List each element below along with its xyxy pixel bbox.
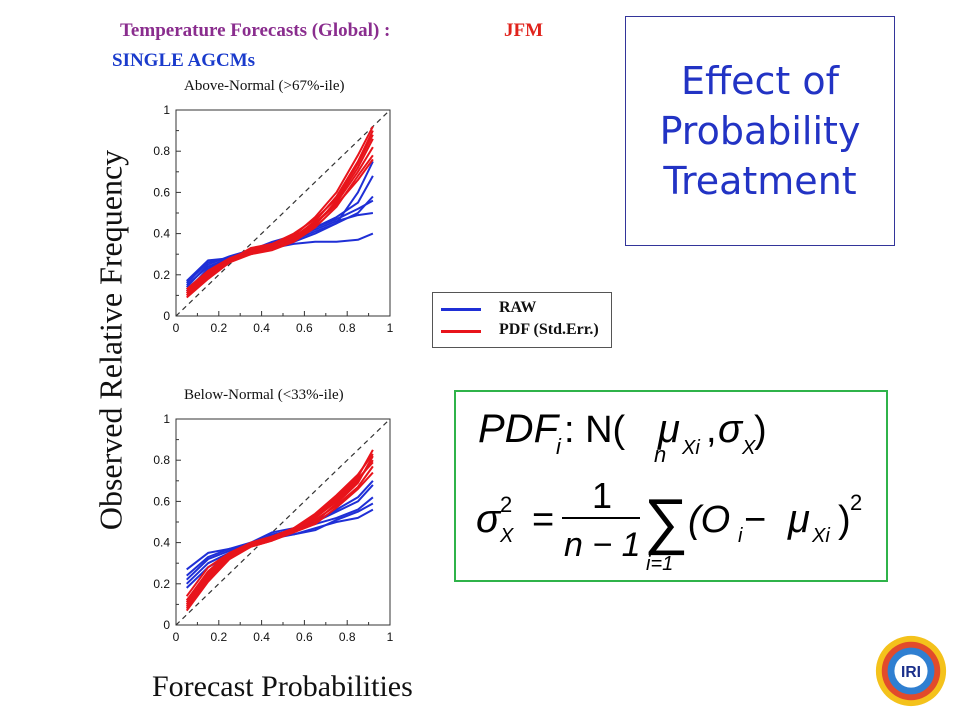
logo-center	[894, 654, 928, 688]
x-tick-label: 1	[387, 321, 394, 335]
series-line-pdf	[186, 158, 374, 297]
formula-colon-n: : N(	[564, 409, 626, 451]
formula-mu: μ	[657, 407, 680, 451]
effect-line-3: Treatment	[663, 159, 857, 203]
formula-pdf: PDF	[478, 407, 561, 451]
chart-below-normal: Below-Normal (<33%-ile) 0 0.2 0.4 0.6 0.8 1 0 0.…	[153, 387, 394, 644]
formula-sum-top: n	[654, 442, 666, 467]
chart-legend: RAW PDF (Std.Err.)	[432, 292, 612, 348]
legend-swatch-raw	[441, 308, 481, 311]
formula-den: n − 1	[564, 526, 641, 564]
formula-sub-i: i	[556, 434, 562, 459]
x-tick-label: 0.8	[339, 321, 356, 335]
effect-callout-box: Effect of Probability Treatment	[625, 16, 895, 246]
x-axis-label: Forecast Probabilities	[152, 670, 413, 703]
x-tick-label: 0.8	[339, 630, 356, 644]
figure-subtitle: SINGLE AGCMs	[112, 50, 256, 71]
series-line-pdf	[185, 453, 374, 603]
x-tick-label: 0.2	[210, 630, 227, 644]
formula-svg: PDF i : N( μ Xi , σ X ) σ 2 X = 1 n − 1 …	[476, 407, 862, 575]
series-line-pdf	[186, 134, 374, 295]
chart-above-normal: Above-Normal (>67%-ile) 0 0.2 0.4 0.6 0.8 1 0 0.…	[153, 78, 394, 335]
perfect-reliability-diagonal	[175, 109, 391, 317]
formula-sub-x2: X	[499, 525, 514, 547]
effect-line-1: Effect of	[680, 59, 840, 103]
y-tick-label: 0	[163, 309, 170, 323]
formula-num: 1	[592, 475, 612, 516]
x-tick-label: 0	[173, 321, 180, 335]
x-tick-label: 0.6	[296, 321, 313, 335]
logo-text: IRI	[901, 664, 921, 681]
y-tick-label: 0.4	[153, 227, 170, 241]
x-tick-label: 0.4	[253, 321, 270, 335]
legend-label-raw: RAW	[499, 299, 537, 316]
formula-minus: −	[744, 499, 766, 541]
chart-title: Above-Normal (>67%-ile)	[184, 78, 345, 94]
series-line-pdf	[185, 461, 374, 597]
y-axis-label: Observed Relative Frequency	[92, 149, 129, 531]
formula-mu2: μ	[787, 497, 810, 541]
formula-term-close: )	[838, 499, 851, 541]
figure-title: Temperature Forecasts (Global) :	[120, 20, 391, 41]
effect-line-2: Probability	[659, 109, 861, 153]
y-tick-label: 0.2	[153, 268, 170, 282]
formula-sq2: 2	[850, 490, 862, 515]
series-line-pdf	[185, 449, 374, 605]
iri-logo: IRI	[875, 635, 947, 707]
y-tick-label: 0.8	[153, 144, 170, 158]
series-line-raw	[186, 212, 374, 290]
y-tick-label: 0.6	[153, 185, 170, 199]
formula-box: PDF i : N( μ Xi , σ X ) σ 2 X = 1 n − 1 …	[454, 390, 888, 582]
x-tick-label: 0.4	[253, 630, 270, 644]
formula-sum-bot: i=1	[646, 553, 673, 575]
y-tick-label: 0.8	[153, 453, 170, 467]
legend-label-pdf: PDF (Std.Err.)	[499, 321, 599, 338]
y-tick-label: 0.6	[153, 494, 170, 508]
formula-term-o: (O	[688, 499, 730, 541]
x-tick-label: 0	[173, 630, 180, 644]
chart-title: Below-Normal (<33%-ile)	[184, 387, 344, 403]
y-tick-label: 0.4	[153, 536, 170, 550]
y-tick-label: 1	[163, 103, 170, 117]
formula-sub-xi: Xi	[681, 437, 700, 459]
x-tick-label: 0.2	[210, 321, 227, 335]
season-label: JFM	[504, 20, 544, 41]
formula-sq: 2	[500, 492, 512, 517]
formula-sub-x: X	[741, 437, 756, 459]
formula-eq: =	[532, 499, 554, 541]
formula-sub-xi2: Xi	[811, 525, 830, 547]
series-line-raw	[186, 496, 374, 581]
series-line-pdf	[185, 471, 374, 612]
y-tick-label: 1	[163, 412, 170, 426]
legend-swatch-pdf	[441, 330, 481, 333]
formula-sigma2: σ	[476, 497, 502, 541]
formula-sub-i2: i	[738, 525, 743, 547]
formula-comma: ,	[706, 409, 717, 451]
formula-sigma: σ	[718, 407, 744, 451]
formula-sum: ∑	[644, 487, 688, 556]
formula-close: )	[754, 409, 767, 451]
y-tick-label: 0.2	[153, 577, 170, 591]
x-tick-label: 0.6	[296, 630, 313, 644]
x-tick-label: 1	[387, 630, 394, 644]
perfect-reliability-diagonal	[175, 418, 391, 626]
effect-callout-text: Effect of Probability Treatment	[660, 56, 861, 206]
y-tick-label: 0	[163, 618, 170, 632]
